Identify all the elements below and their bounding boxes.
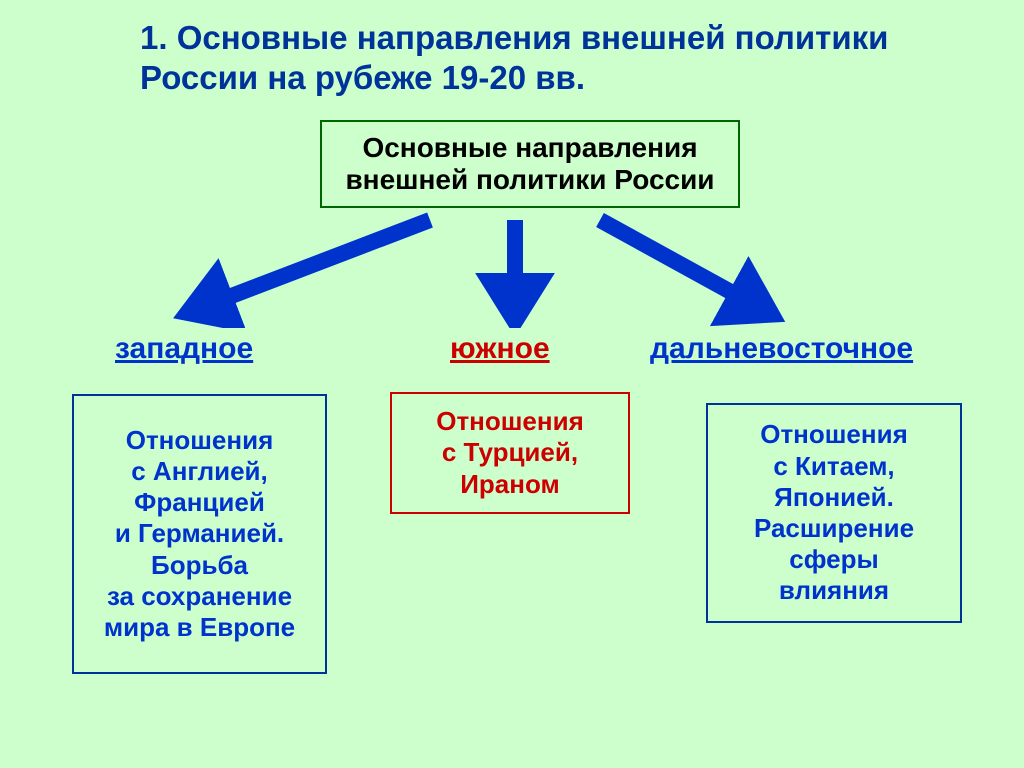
arrow-east bbox=[600, 220, 760, 308]
south-direction-label: южное bbox=[450, 332, 550, 366]
east-direction-label: дальневосточное bbox=[650, 332, 913, 366]
east-content-box: Отношенияс Китаем,Японией.Расширениесфер… bbox=[706, 403, 962, 623]
west-content-box: Отношенияс Англией,Франциейи Германией.Б… bbox=[72, 394, 327, 674]
slide-title: 1. Основные направления внешней политики… bbox=[140, 18, 920, 97]
arrow-west bbox=[200, 220, 430, 308]
main-concept-box: Основные направления внешней политики Ро… bbox=[320, 120, 740, 208]
south-content-box: Отношенияс Турцией,Ираном bbox=[390, 392, 630, 514]
arrows-svg bbox=[120, 208, 920, 328]
west-direction-label: западное bbox=[115, 332, 253, 366]
